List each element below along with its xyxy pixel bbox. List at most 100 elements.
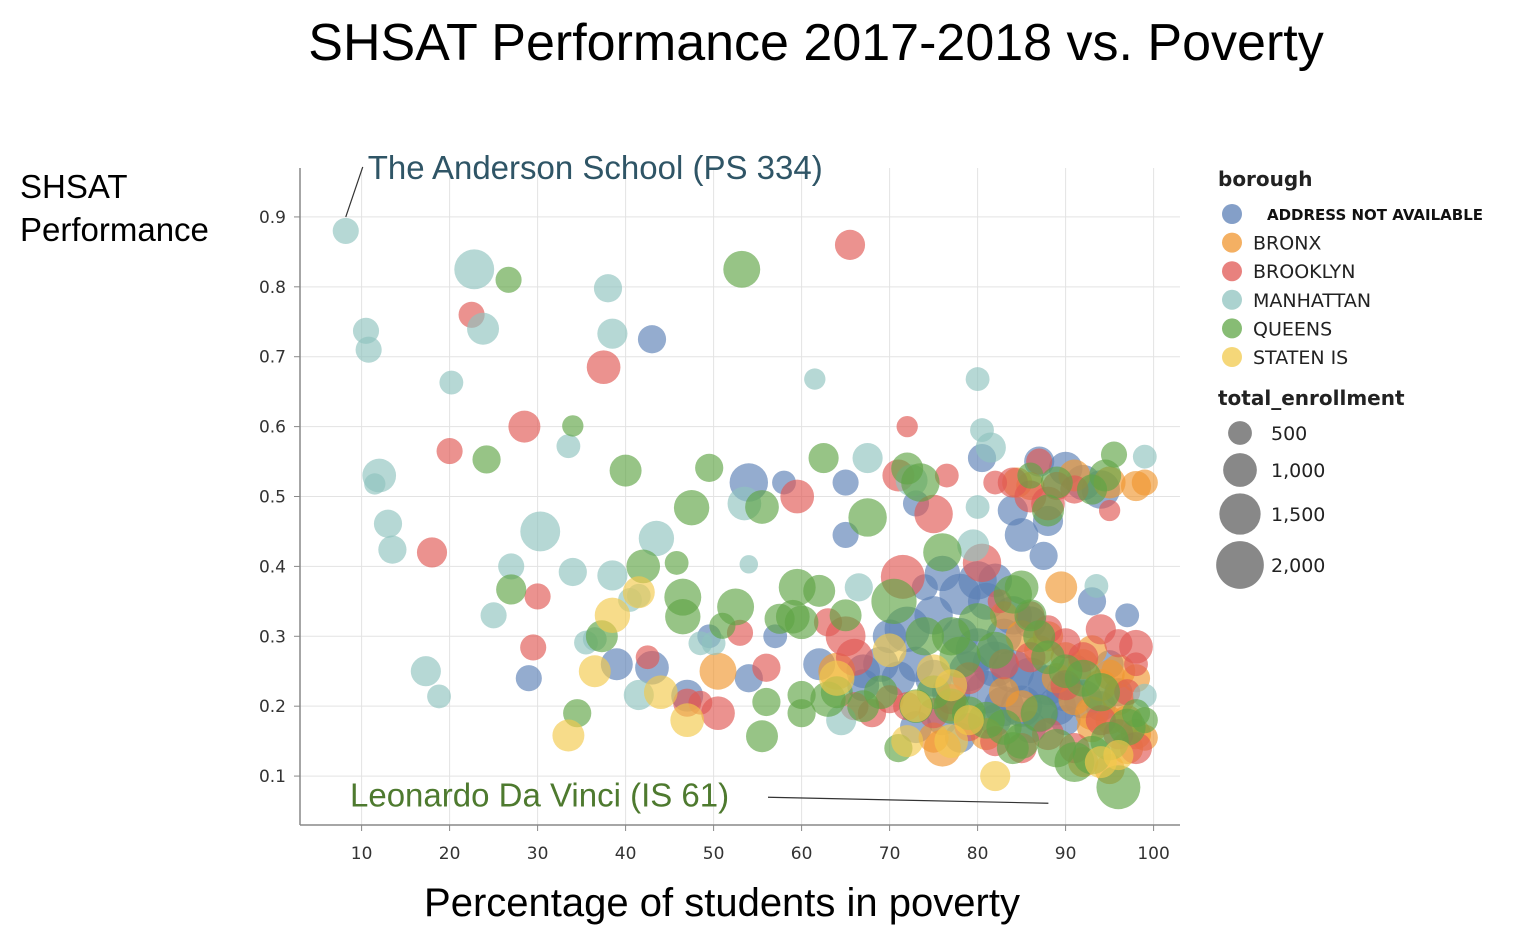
data-point (699, 652, 737, 690)
data-point (746, 720, 778, 753)
data-point (332, 217, 359, 244)
data-point (934, 724, 969, 758)
data-point (673, 490, 710, 526)
data-point (829, 599, 862, 632)
data-point (427, 684, 451, 709)
data-point (745, 490, 779, 524)
data-point (436, 438, 463, 465)
legend-label: BROOKLYN (1253, 261, 1356, 283)
data-point (1029, 541, 1058, 571)
y-tick-label: 0.4 (259, 557, 286, 577)
data-point (891, 725, 924, 758)
annotation-leader-anderson (345, 166, 364, 218)
data-point (593, 274, 623, 303)
legend-size-swatch (1228, 421, 1252, 445)
data-point (637, 325, 667, 354)
y-tick-label: 0.5 (259, 488, 286, 508)
y-tick-label: 0.7 (259, 348, 286, 368)
data-point (832, 469, 859, 496)
data-point (784, 605, 819, 640)
data-point (965, 367, 990, 391)
data-point (752, 687, 781, 717)
data-point (552, 719, 585, 752)
data-point (804, 368, 826, 390)
x-tick-label: 10 (351, 844, 373, 864)
legend-label: BRONX (1253, 233, 1321, 255)
legend-swatch (1222, 204, 1242, 224)
data-point (896, 415, 918, 438)
data-point (498, 553, 525, 580)
data-point (364, 473, 386, 495)
data-point (439, 370, 464, 395)
data-point (1084, 574, 1109, 598)
legend-size-label: 500 (1271, 423, 1307, 445)
data-point (1004, 518, 1039, 552)
data-point (1124, 652, 1148, 677)
data-point (1020, 694, 1058, 732)
data-point (780, 479, 815, 514)
data-point (958, 603, 997, 642)
x-axis-label: Percentage of students in poverty (424, 881, 1020, 925)
data-point (1119, 629, 1153, 664)
data-point (635, 645, 660, 670)
data-point (355, 336, 382, 363)
data-point (844, 573, 873, 602)
data-point (472, 445, 501, 474)
x-tick-label: 70 (879, 844, 901, 864)
data-point (996, 732, 1029, 765)
data-point (723, 250, 761, 288)
data-point (701, 696, 735, 731)
data-point (808, 442, 839, 474)
legend: borough ADDRESS NOT AVAILABLE BRONX BROOKLY… (1216, 167, 1483, 589)
x-tick-label: 80 (967, 844, 989, 864)
data-point (1115, 603, 1140, 628)
x-tick-label: 50 (703, 844, 725, 864)
legend-size-label: 2,000 (1271, 555, 1325, 577)
data-point (508, 410, 541, 443)
data-point (1089, 459, 1122, 492)
data-point (935, 669, 968, 702)
legend-size-label: 1,500 (1271, 504, 1325, 526)
x-tick-label: 90 (1055, 844, 1077, 864)
data-point (609, 454, 642, 487)
data-point (626, 549, 661, 584)
x-tick-label: 20 (439, 844, 461, 864)
legend-color-title: borough (1218, 167, 1312, 191)
data-point (416, 537, 448, 568)
data-point (695, 453, 724, 482)
data-point (467, 312, 500, 345)
data-point (803, 574, 836, 607)
legend-size-label: 1,000 (1271, 460, 1325, 482)
annotation-anderson: The Anderson School (PS 334) (368, 149, 823, 186)
annotation-leader-da-vinci (767, 796, 1049, 804)
data-point (578, 655, 611, 688)
legend-label: STATEN IS (1253, 347, 1348, 369)
data-point (558, 557, 587, 587)
data-point (900, 690, 932, 723)
data-point (901, 463, 940, 502)
legend-label: MANHATTAN (1253, 290, 1371, 312)
legend-size-title: total_enrollment (1218, 386, 1405, 410)
data-point (520, 511, 561, 552)
legend-size-swatch (1223, 453, 1257, 487)
x-tick-label: 100 (1137, 844, 1169, 864)
data-point (1131, 707, 1158, 734)
data-point (480, 602, 507, 629)
data-point (848, 498, 887, 537)
y-axis-label-line-1: SHSAT (20, 168, 128, 205)
data-point (1132, 444, 1157, 469)
data-point (520, 634, 547, 661)
data-point (914, 494, 953, 534)
annotation-da-vinci: Leonardo Da Vinci (IS 61) (350, 776, 729, 813)
plot-area: 10 20 30 40 50 60 70 80 90 100 0.1 0.2 0.3 0.4 0.5 0.6 0… (259, 149, 1180, 864)
chart-title: SHSAT Performance 2017-2018 vs. Poverty (308, 14, 1323, 72)
data-point (643, 675, 678, 710)
y-tick-label: 0.3 (259, 627, 286, 647)
x-tick-label: 40 (615, 844, 637, 864)
data-point (556, 434, 581, 459)
y-tick-label: 0.8 (259, 278, 286, 298)
y-tick-label: 0.2 (259, 697, 286, 717)
data-point (597, 560, 628, 591)
data-point (378, 535, 407, 564)
